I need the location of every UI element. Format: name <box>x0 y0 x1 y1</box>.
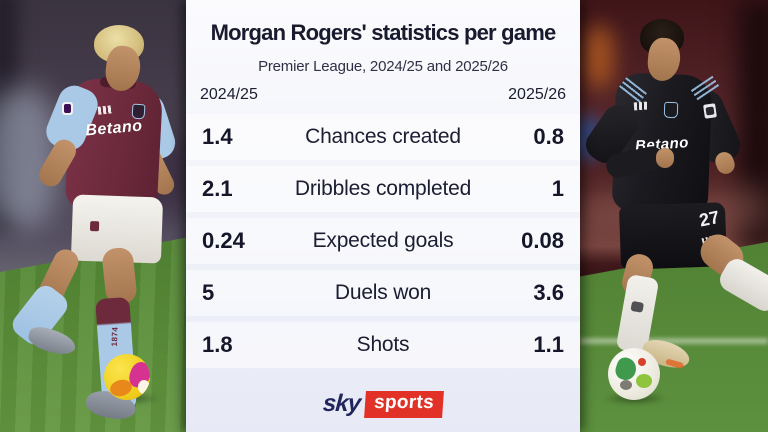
premier-league-badge <box>62 102 73 115</box>
season-headers: 2024/25 2025/26 <box>200 86 566 106</box>
aston-villa-crest <box>663 101 679 119</box>
photo-right-away-kit: Betano 27 <box>580 0 768 432</box>
blurred-orange-patch <box>584 26 614 88</box>
stat-value-left: 5 <box>202 280 215 305</box>
stats-panel: Morgan Rogers' statistics per game Premi… <box>186 0 580 432</box>
stat-row-duels-won: 5 Duels won 3.6 <box>186 270 580 316</box>
adidas-logo <box>97 105 113 115</box>
sports-wordmark: sports <box>364 390 444 418</box>
shorts-crest <box>89 221 100 232</box>
stat-row-shots: 1.8 Shots 1.1 <box>186 322 580 368</box>
white-football <box>608 348 660 400</box>
stats-rows: 1.4 Chances created 0.8 2.1 Dribbles com… <box>186 114 580 374</box>
stat-label: Expected goals <box>312 229 454 252</box>
ball-lime-patch <box>636 374 652 388</box>
ball-dark-patch <box>620 380 632 390</box>
shorts-number: 27 <box>697 206 722 231</box>
adidas-logo <box>633 101 649 111</box>
sky-wordmark: sky <box>322 390 362 417</box>
stat-value-right: 1 <box>551 176 564 201</box>
stat-row-expected-goals: 0.24 Expected goals 0.08 <box>186 218 580 264</box>
ball-white-patch <box>138 380 150 394</box>
sleeve-patch <box>703 103 717 119</box>
stat-label: Dribbles completed <box>294 177 472 200</box>
sky-sports-logo: sky sports <box>186 390 580 418</box>
stat-value-left: 0.24 <box>202 228 245 253</box>
ball-green-patch <box>613 355 639 383</box>
stat-row-chances-created: 1.4 Chances created 0.8 <box>186 114 580 160</box>
ball-red-patch <box>638 358 646 366</box>
stat-label: Shots <box>356 333 410 356</box>
stat-value-left: 1.4 <box>202 124 233 149</box>
page-subtitle: Premier League, 2024/25 and 2025/26 <box>258 58 508 75</box>
photo-left-home-kit: Betano 1874 <box>0 0 186 432</box>
stat-row-dribbles-completed: 2.1 Dribbles completed 1 <box>186 166 580 212</box>
stat-value-right: 3.6 <box>533 280 564 305</box>
sock-text-1874: 1874 <box>109 326 120 347</box>
stat-label: Chances created <box>305 125 461 148</box>
player-front-hand <box>656 148 674 168</box>
stat-value-right: 1.1 <box>533 332 564 357</box>
page-title: Morgan Rogers' statistics per game <box>210 20 557 45</box>
stat-value-left: 2.1 <box>202 176 233 201</box>
stat-value-right: 0.8 <box>533 124 564 149</box>
stat-label: Duels won <box>334 281 432 304</box>
pitch-line <box>580 338 768 344</box>
yellow-football <box>104 354 150 400</box>
stat-value-left: 1.8 <box>202 332 233 357</box>
season-header-left: 2024/25 <box>200 86 258 103</box>
stand-dark-edge <box>738 0 768 250</box>
stat-value-right: 0.08 <box>521 228 564 253</box>
season-header-right: 2025/26 <box>508 86 566 103</box>
